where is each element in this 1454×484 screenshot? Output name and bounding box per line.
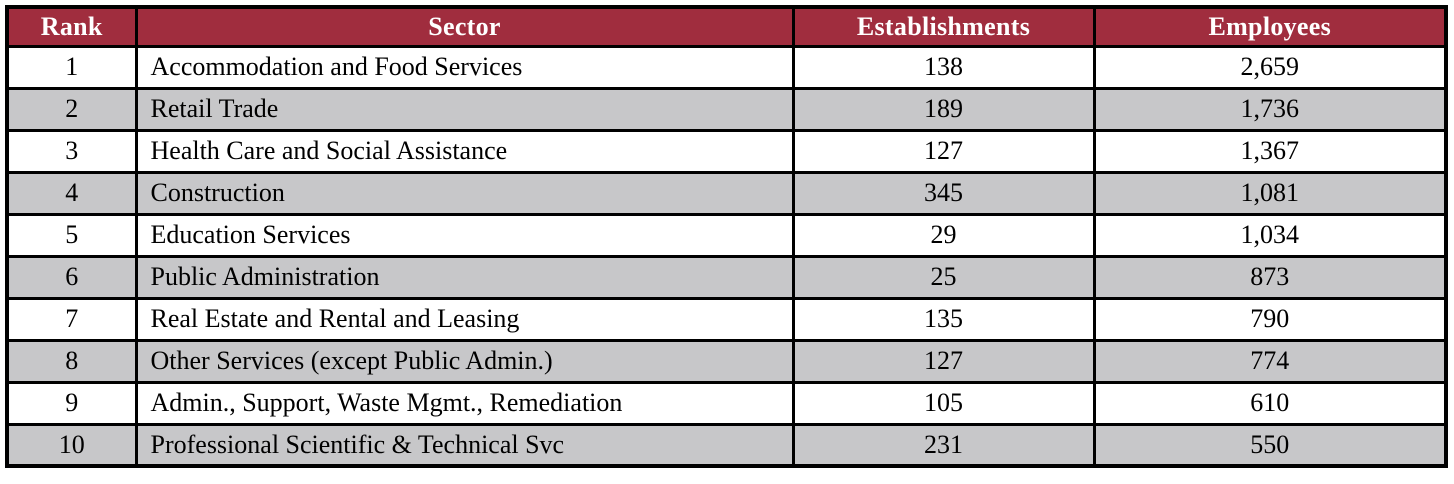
employees-cell: 873	[1092, 254, 1448, 300]
sector-cell: Retail Trade	[134, 86, 795, 132]
column-header-employees: Employees	[1092, 5, 1448, 48]
table-row: 7 Real Estate and Rental and Leasing 135 79…	[5, 296, 1448, 342]
establishments-cell: 29	[791, 212, 1096, 258]
employees-cell: 1,736	[1092, 86, 1448, 132]
table-row: 9 Admin., Support, Waste Mgmt., Remediati…	[5, 380, 1448, 426]
table-row: 8 Other Services (except Public Admin.) 12…	[5, 338, 1448, 384]
establishments-cell: 138	[791, 44, 1096, 90]
rank-cell: 3	[5, 128, 138, 174]
sector-cell: Real Estate and Rental and Leasing	[134, 296, 795, 342]
sector-ranking-table-container: Rank Sector Establishments Employees 1 Ac…	[5, 5, 1448, 468]
employees-cell: 1,367	[1092, 128, 1448, 174]
table-row: 5 Education Services 29 1,034	[5, 212, 1448, 258]
employees-cell: 1,081	[1092, 170, 1448, 216]
establishments-cell: 127	[791, 338, 1096, 384]
employees-cell: 1,034	[1092, 212, 1448, 258]
rank-cell: 1	[5, 44, 138, 90]
table-row: 1 Accommodation and Food Services 138 2,659	[5, 44, 1448, 90]
sector-cell: Professional Scientific & Technical Svc	[134, 422, 795, 468]
rank-cell: 2	[5, 86, 138, 132]
sector-ranking-table: Rank Sector Establishments Employees 1 Ac…	[5, 5, 1448, 468]
establishments-cell: 135	[791, 296, 1096, 342]
rank-cell: 4	[5, 170, 138, 216]
column-header-establishments: Establishments	[791, 5, 1096, 48]
rank-cell: 10	[5, 422, 138, 468]
establishments-cell: 25	[791, 254, 1096, 300]
sector-cell: Accommodation and Food Services	[134, 44, 795, 90]
sector-cell: Health Care and Social Assistance	[134, 128, 795, 174]
sector-cell: Public Administration	[134, 254, 795, 300]
establishments-cell: 231	[791, 422, 1096, 468]
rank-cell: 6	[5, 254, 138, 300]
establishments-cell: 127	[791, 128, 1096, 174]
sector-cell: Education Services	[134, 212, 795, 258]
rank-cell: 7	[5, 296, 138, 342]
rank-cell: 9	[5, 380, 138, 426]
employees-cell: 2,659	[1092, 44, 1448, 90]
rank-cell: 8	[5, 338, 138, 384]
employees-cell: 550	[1092, 422, 1448, 468]
establishments-cell: 105	[791, 380, 1096, 426]
column-header-sector: Sector	[134, 5, 795, 48]
column-header-rank: Rank	[5, 5, 138, 48]
rank-cell: 5	[5, 212, 138, 258]
employees-cell: 774	[1092, 338, 1448, 384]
header-row: Rank Sector Establishments Employees	[5, 5, 1448, 48]
table-row: 2 Retail Trade 189 1,736	[5, 86, 1448, 132]
employees-cell: 790	[1092, 296, 1448, 342]
table-row: 3 Health Care and Social Assistance 127 1,3…	[5, 128, 1448, 174]
table-row: 6 Public Administration 25 873	[5, 254, 1448, 300]
establishments-cell: 189	[791, 86, 1096, 132]
sector-cell: Admin., Support, Waste Mgmt., Remediatio…	[134, 380, 795, 426]
table-header: Rank Sector Establishments Employees	[5, 5, 1448, 48]
table-row: 4 Construction 345 1,081	[5, 170, 1448, 216]
sector-cell: Other Services (except Public Admin.)	[134, 338, 795, 384]
table-body: 1 Accommodation and Food Services 138 2,659…	[5, 44, 1448, 468]
employees-cell: 610	[1092, 380, 1448, 426]
establishments-cell: 345	[791, 170, 1096, 216]
table-row: 10 Professional Scientific & Technical Sv…	[5, 422, 1448, 468]
sector-cell: Construction	[134, 170, 795, 216]
